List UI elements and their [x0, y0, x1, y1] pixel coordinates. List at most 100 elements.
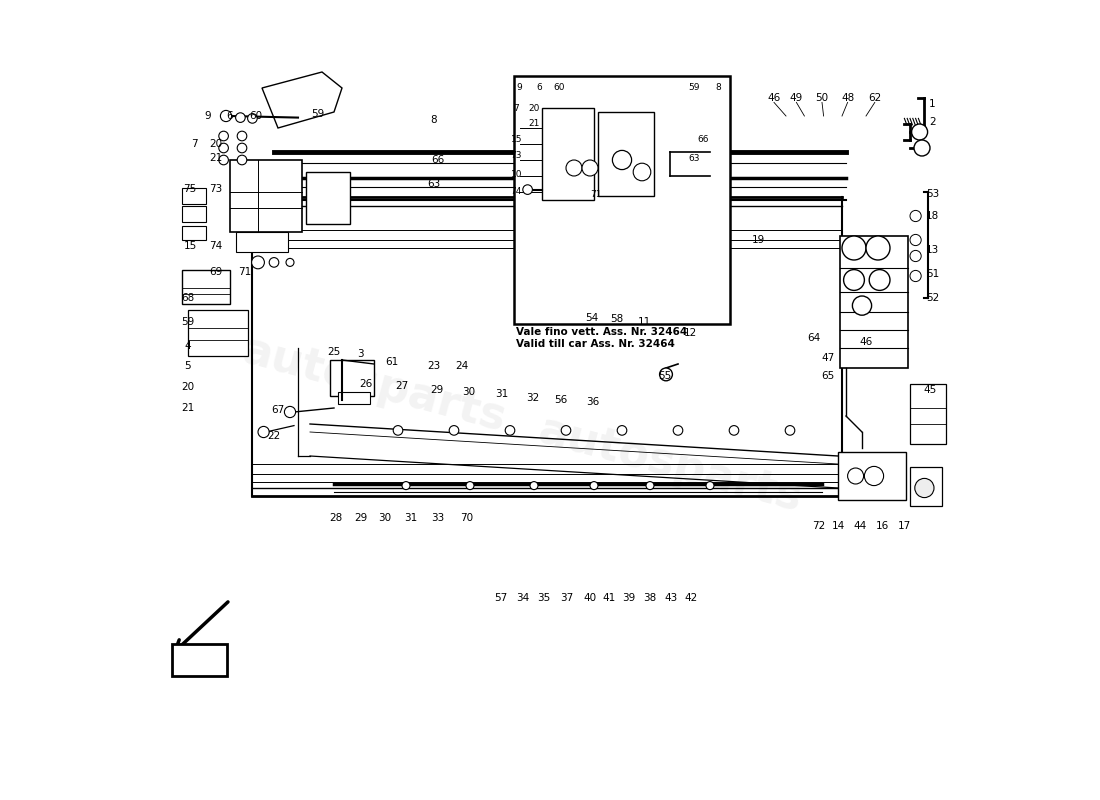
Text: 56: 56 [554, 395, 568, 405]
Text: 49: 49 [790, 94, 803, 103]
Text: 59: 59 [182, 318, 195, 327]
Circle shape [646, 482, 654, 490]
Text: 59: 59 [311, 110, 324, 119]
Text: 47: 47 [821, 353, 834, 362]
Text: 21: 21 [209, 154, 222, 163]
Circle shape [844, 270, 865, 290]
Circle shape [660, 368, 672, 381]
Bar [839, 236, 908, 368]
Text: 3: 3 [358, 349, 364, 358]
Text: 29: 29 [354, 513, 367, 522]
Text: 63: 63 [689, 154, 700, 163]
Text: 20: 20 [209, 139, 222, 149]
Text: 12: 12 [683, 328, 696, 338]
FancyArrowPatch shape [175, 602, 228, 651]
Circle shape [270, 258, 278, 267]
Bar [306, 172, 350, 224]
Text: 64: 64 [807, 334, 821, 343]
Text: 69: 69 [209, 267, 222, 277]
Circle shape [235, 113, 245, 122]
Circle shape [285, 406, 296, 418]
Circle shape [219, 143, 229, 153]
Circle shape [673, 426, 683, 435]
Text: 2: 2 [930, 117, 936, 126]
Text: 71: 71 [238, 267, 251, 277]
Bar [910, 384, 946, 444]
Circle shape [286, 258, 294, 266]
Circle shape [248, 114, 257, 123]
Text: 40: 40 [583, 593, 596, 602]
Circle shape [706, 482, 714, 490]
Text: 68: 68 [182, 293, 195, 302]
Text: 29: 29 [430, 385, 443, 394]
Text: 32: 32 [526, 393, 539, 402]
Text: 52: 52 [926, 293, 939, 302]
Text: 60: 60 [554, 82, 565, 92]
Text: 37: 37 [560, 593, 573, 602]
Text: 46: 46 [859, 337, 872, 346]
Circle shape [522, 185, 532, 194]
Circle shape [634, 163, 651, 181]
Text: 39: 39 [623, 593, 636, 602]
Text: 53: 53 [926, 190, 939, 199]
Text: 8: 8 [431, 115, 438, 125]
Text: 51: 51 [926, 269, 939, 278]
Text: 22: 22 [267, 431, 280, 441]
Text: 31: 31 [495, 390, 508, 399]
Text: 35: 35 [537, 593, 550, 602]
Text: 48: 48 [842, 94, 855, 103]
Text: 21: 21 [182, 403, 195, 413]
Circle shape [582, 160, 598, 176]
Text: 63: 63 [428, 179, 441, 189]
Circle shape [613, 150, 631, 170]
Circle shape [852, 296, 871, 315]
Text: 75: 75 [184, 184, 197, 194]
Text: 46: 46 [768, 94, 781, 103]
Circle shape [530, 482, 538, 490]
Text: 73: 73 [209, 184, 222, 194]
Text: 31: 31 [404, 513, 417, 522]
Text: 5: 5 [185, 361, 191, 370]
Circle shape [848, 468, 864, 484]
Circle shape [910, 234, 921, 246]
Bar [910, 467, 942, 506]
Bar [182, 188, 206, 204]
Text: 23: 23 [428, 361, 441, 370]
Text: 11: 11 [638, 317, 651, 326]
Text: 6: 6 [536, 82, 541, 92]
Circle shape [910, 250, 921, 262]
Text: 15: 15 [184, 241, 197, 250]
Circle shape [869, 270, 890, 290]
Text: 66: 66 [431, 155, 444, 165]
Circle shape [219, 131, 229, 141]
Circle shape [915, 478, 934, 498]
Text: 6: 6 [227, 111, 233, 121]
Text: 1: 1 [930, 99, 936, 109]
Text: 34: 34 [516, 593, 529, 602]
Bar [182, 226, 206, 240]
Text: 59: 59 [689, 82, 700, 92]
Text: 57: 57 [494, 593, 507, 602]
Text: 17: 17 [898, 521, 911, 530]
Text: 74: 74 [209, 241, 222, 250]
Circle shape [505, 426, 515, 435]
Circle shape [220, 110, 232, 122]
Text: Vale fino vett. Ass. Nr. 32464: Vale fino vett. Ass. Nr. 32464 [516, 327, 686, 337]
Bar [338, 392, 370, 404]
Text: 70: 70 [460, 513, 473, 522]
Circle shape [466, 482, 474, 490]
Text: 67: 67 [272, 406, 285, 415]
Text: 18: 18 [926, 211, 939, 221]
Text: 15: 15 [510, 135, 522, 145]
Text: 9: 9 [517, 82, 522, 92]
Bar [542, 108, 594, 200]
Text: 66: 66 [697, 135, 710, 145]
Text: 16: 16 [877, 521, 890, 530]
Text: 25: 25 [328, 347, 341, 357]
Text: 42: 42 [684, 593, 697, 602]
Text: 13: 13 [926, 245, 939, 254]
Text: 30: 30 [462, 387, 475, 397]
Text: 74: 74 [510, 187, 522, 197]
Text: 36: 36 [586, 398, 600, 407]
Text: 50: 50 [815, 94, 828, 103]
